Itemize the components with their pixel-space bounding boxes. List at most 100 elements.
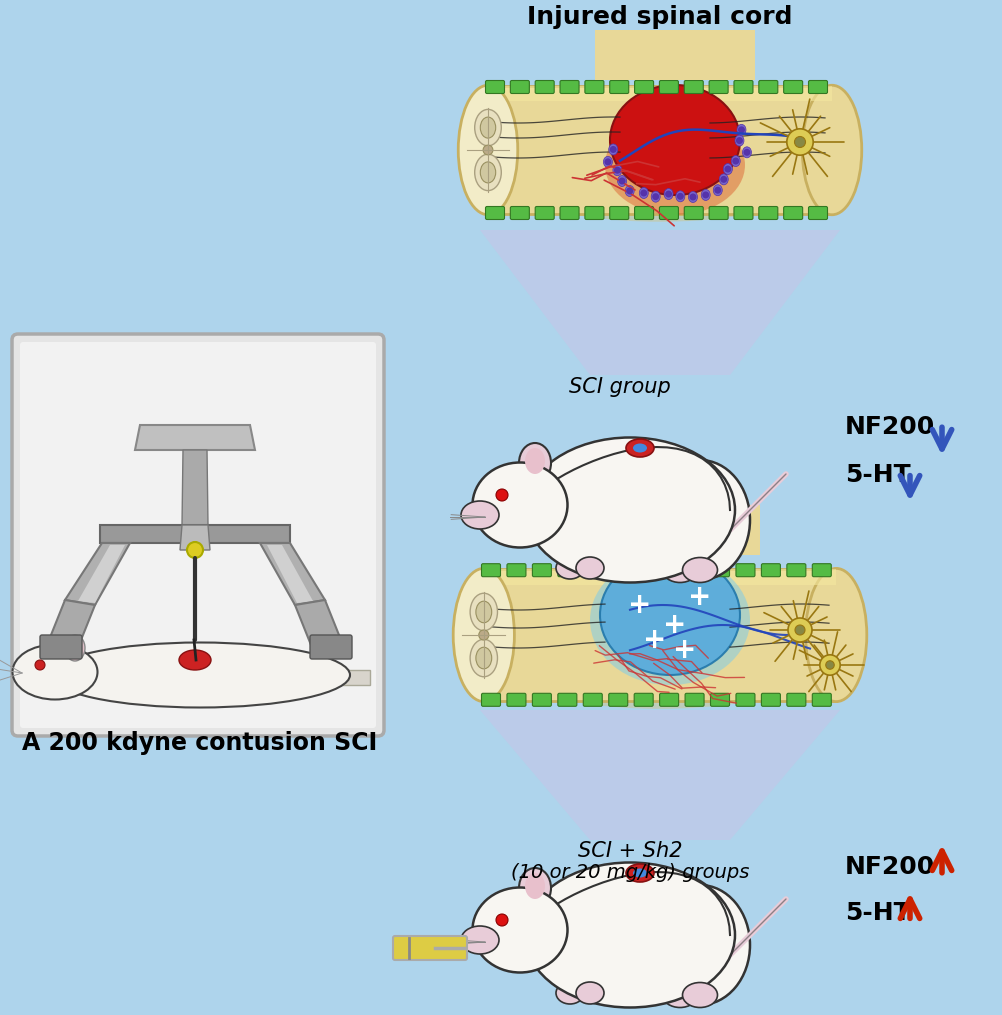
FancyBboxPatch shape bbox=[535, 80, 554, 93]
FancyBboxPatch shape bbox=[759, 206, 778, 219]
Ellipse shape bbox=[453, 568, 514, 701]
Ellipse shape bbox=[605, 115, 745, 215]
FancyBboxPatch shape bbox=[507, 693, 526, 706]
Ellipse shape bbox=[50, 642, 350, 707]
FancyBboxPatch shape bbox=[684, 206, 703, 219]
Circle shape bbox=[604, 158, 611, 165]
FancyBboxPatch shape bbox=[558, 693, 577, 706]
FancyBboxPatch shape bbox=[813, 693, 832, 706]
Ellipse shape bbox=[473, 887, 567, 972]
Ellipse shape bbox=[664, 189, 673, 200]
Circle shape bbox=[714, 187, 721, 194]
Circle shape bbox=[610, 146, 617, 153]
Ellipse shape bbox=[719, 174, 728, 185]
Text: 5-HT: 5-HT bbox=[845, 463, 911, 487]
Ellipse shape bbox=[639, 188, 648, 199]
Ellipse shape bbox=[461, 501, 499, 529]
Ellipse shape bbox=[12, 645, 97, 699]
Ellipse shape bbox=[617, 176, 626, 187]
Ellipse shape bbox=[682, 557, 717, 583]
Circle shape bbox=[496, 489, 508, 501]
Ellipse shape bbox=[610, 85, 740, 195]
FancyBboxPatch shape bbox=[610, 206, 628, 219]
Ellipse shape bbox=[625, 186, 634, 197]
Polygon shape bbox=[595, 30, 755, 80]
Ellipse shape bbox=[576, 557, 604, 579]
Ellipse shape bbox=[803, 85, 862, 215]
Polygon shape bbox=[295, 600, 345, 655]
Circle shape bbox=[743, 149, 750, 156]
FancyBboxPatch shape bbox=[310, 635, 352, 659]
FancyBboxPatch shape bbox=[710, 563, 729, 577]
FancyBboxPatch shape bbox=[659, 693, 678, 706]
Ellipse shape bbox=[590, 555, 750, 685]
Polygon shape bbox=[45, 600, 95, 655]
Circle shape bbox=[820, 655, 841, 675]
Circle shape bbox=[795, 136, 806, 147]
Ellipse shape bbox=[179, 650, 211, 670]
Circle shape bbox=[496, 914, 508, 926]
FancyBboxPatch shape bbox=[809, 206, 828, 219]
Ellipse shape bbox=[476, 648, 492, 669]
Circle shape bbox=[724, 165, 731, 173]
Ellipse shape bbox=[470, 593, 497, 630]
FancyBboxPatch shape bbox=[733, 206, 753, 219]
FancyBboxPatch shape bbox=[735, 693, 755, 706]
Circle shape bbox=[614, 166, 621, 174]
Text: +: + bbox=[643, 626, 666, 654]
FancyBboxPatch shape bbox=[535, 206, 554, 219]
Text: +: + bbox=[688, 583, 711, 611]
Ellipse shape bbox=[460, 568, 860, 708]
FancyBboxPatch shape bbox=[12, 334, 384, 736]
Text: SCI + Sh2: SCI + Sh2 bbox=[578, 841, 682, 861]
Circle shape bbox=[652, 193, 659, 200]
Circle shape bbox=[720, 176, 727, 183]
FancyBboxPatch shape bbox=[709, 206, 728, 219]
FancyBboxPatch shape bbox=[733, 80, 753, 93]
FancyBboxPatch shape bbox=[583, 563, 602, 577]
Text: A 200 kdyne contusion SCI: A 200 kdyne contusion SCI bbox=[22, 731, 377, 755]
Polygon shape bbox=[484, 568, 837, 585]
Polygon shape bbox=[488, 85, 832, 102]
Circle shape bbox=[676, 193, 683, 200]
FancyBboxPatch shape bbox=[784, 206, 803, 219]
FancyBboxPatch shape bbox=[813, 563, 832, 577]
Ellipse shape bbox=[626, 439, 654, 457]
Polygon shape bbox=[484, 568, 837, 701]
Ellipse shape bbox=[475, 110, 501, 146]
Text: +: + bbox=[663, 611, 686, 639]
Text: (10 or 20 mg/kg) groups: (10 or 20 mg/kg) groups bbox=[511, 863, 749, 882]
FancyBboxPatch shape bbox=[507, 563, 526, 577]
FancyBboxPatch shape bbox=[787, 563, 806, 577]
Ellipse shape bbox=[675, 191, 684, 202]
Ellipse shape bbox=[473, 463, 567, 547]
FancyBboxPatch shape bbox=[610, 80, 628, 93]
Circle shape bbox=[787, 129, 814, 155]
Ellipse shape bbox=[476, 601, 492, 623]
Ellipse shape bbox=[701, 190, 710, 200]
FancyBboxPatch shape bbox=[634, 206, 653, 219]
Text: SCI group: SCI group bbox=[569, 377, 671, 397]
FancyBboxPatch shape bbox=[585, 206, 604, 219]
Ellipse shape bbox=[480, 162, 496, 183]
Polygon shape bbox=[580, 505, 760, 555]
FancyBboxPatch shape bbox=[609, 563, 627, 577]
FancyBboxPatch shape bbox=[659, 206, 678, 219]
FancyBboxPatch shape bbox=[583, 693, 602, 706]
Circle shape bbox=[483, 145, 493, 155]
Ellipse shape bbox=[480, 117, 496, 138]
Ellipse shape bbox=[525, 873, 545, 899]
Circle shape bbox=[702, 192, 709, 198]
Circle shape bbox=[826, 661, 835, 669]
FancyBboxPatch shape bbox=[558, 563, 577, 577]
Circle shape bbox=[618, 178, 625, 185]
Ellipse shape bbox=[713, 185, 722, 196]
FancyBboxPatch shape bbox=[634, 80, 653, 93]
Ellipse shape bbox=[723, 163, 732, 175]
Polygon shape bbox=[267, 545, 313, 603]
FancyBboxPatch shape bbox=[784, 80, 803, 93]
Circle shape bbox=[665, 191, 672, 198]
FancyBboxPatch shape bbox=[809, 80, 828, 93]
Text: +: + bbox=[673, 636, 696, 664]
FancyBboxPatch shape bbox=[532, 563, 551, 577]
